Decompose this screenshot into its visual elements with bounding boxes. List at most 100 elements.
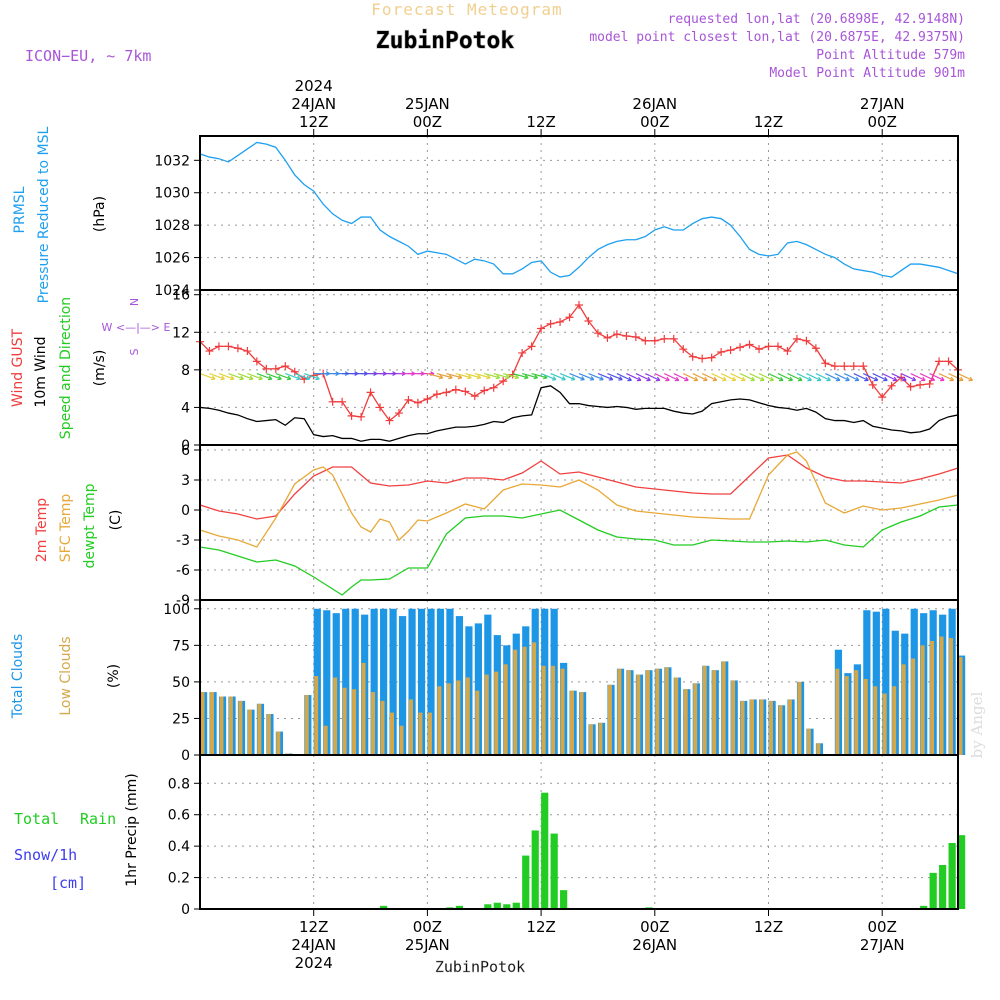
xtick-label-top: 00Z: [413, 113, 442, 131]
bar-low-clouds: [712, 670, 717, 755]
bar-total-clouds: [323, 610, 331, 755]
bar-low-clouds: [863, 678, 868, 755]
cloud-labels: Total Clouds Low Clouds (%): [10, 634, 122, 719]
point-wind-gust: [745, 340, 754, 349]
ytick-label: 0.2: [168, 871, 190, 887]
bar-low-clouds: [683, 689, 688, 755]
wind-arrow: [521, 373, 538, 379]
wind-arrow-head: [703, 376, 708, 382]
wind-arrow-head: [524, 374, 529, 380]
wind-arrow: [474, 373, 491, 379]
wind-arrow-head: [599, 376, 604, 381]
precip-snow-label: Snow/1h: [14, 846, 77, 864]
wind-arrow-head: [589, 376, 595, 381]
bar-low-clouds: [200, 692, 205, 755]
xtick-label-bottom: 25JAN: [405, 936, 450, 954]
point-wind-gust: [773, 342, 782, 351]
xtick-label-top: 24JAN: [291, 95, 336, 113]
bar-low-clouds: [570, 690, 575, 755]
wind-arrow-head: [239, 375, 244, 381]
wind-arrow-head: [816, 376, 822, 382]
bar-low-clouds: [854, 670, 859, 755]
point-wind-gust: [366, 388, 375, 397]
bar-low-clouds: [930, 640, 935, 755]
bar-low-clouds: [958, 657, 963, 755]
xtick-label-bottom: 26JAN: [632, 936, 677, 954]
bar-total-rain: [484, 904, 492, 909]
wind-arrow: [218, 373, 235, 380]
bar-low-clouds: [541, 665, 546, 755]
wind-arrow: [711, 373, 727, 381]
wind-arrow-head: [580, 376, 585, 381]
ytick-label: 0.8: [168, 776, 190, 792]
ytick-label: 6: [181, 443, 190, 459]
xtick-label-bottom: 00Z: [868, 918, 897, 936]
bar-low-clouds: [380, 700, 385, 755]
bar-low-clouds: [456, 680, 461, 755]
point-wind-gust: [916, 380, 925, 389]
point-wind-gust: [347, 411, 356, 420]
wind-arrow: [436, 373, 453, 379]
bar-low-clouds: [579, 692, 584, 755]
wind-arrow-head: [220, 375, 225, 381]
bar-low-clouds: [655, 668, 660, 755]
wind-arrow: [900, 373, 916, 381]
point-wind-gust: [271, 364, 280, 373]
wind-arrow-head: [693, 376, 699, 382]
point-wind-gust: [622, 332, 631, 341]
wind-arrow-head: [627, 376, 632, 382]
wind-arrow-head: [883, 376, 888, 382]
point-wind-gust: [385, 416, 394, 425]
bar-total-clouds: [370, 608, 378, 755]
bar-low-clouds: [797, 681, 802, 755]
point-wind-gust: [840, 362, 849, 371]
bar-low-clouds: [371, 692, 376, 755]
xtick-label-top: 26JAN: [632, 95, 677, 113]
wind-arrow: [294, 373, 310, 380]
point-wind-gust: [556, 317, 565, 326]
ytick-label: 75: [172, 638, 190, 654]
bar-total-rain: [929, 872, 937, 909]
wind-arrow-head: [618, 376, 623, 381]
wind-arrow-head: [570, 376, 576, 381]
bar-low-clouds: [361, 662, 366, 755]
wind-arrow: [266, 373, 282, 380]
point-wind-gust: [935, 357, 944, 366]
point-wind-gust: [679, 345, 688, 354]
wind-arrow: [512, 373, 529, 379]
prmsl-unit-label: (hPa): [92, 196, 108, 232]
wind-arrow: [844, 373, 860, 381]
xtick-label-bottom: 12Z: [754, 918, 783, 936]
bar-total-rain: [512, 902, 520, 909]
ytick-label: 1028: [154, 218, 190, 234]
ytick-label: 4: [181, 400, 190, 416]
point-wind-gust: [906, 382, 915, 391]
bar-low-clouds: [333, 677, 338, 755]
point-wind-gust: [887, 381, 896, 390]
series-sfc-temp: [199, 451, 959, 548]
wind-arrow: [607, 373, 623, 381]
wind-arrow: [796, 373, 812, 381]
wind-arrow: [427, 373, 444, 379]
point-wind-gust: [262, 364, 271, 373]
wind-arrow: [540, 373, 557, 381]
point-wind-gust: [499, 377, 508, 386]
wind-arrow-head: [551, 376, 557, 381]
wind-arrow: [503, 373, 519, 379]
bar-total-rain: [550, 833, 558, 909]
point-wind-gust: [357, 412, 366, 421]
point-wind-gust: [205, 347, 214, 356]
compass-s: S: [128, 348, 141, 355]
bar-low-clouds: [949, 638, 954, 755]
point-wind-gust: [669, 334, 678, 343]
xtick-label-bottom: 27JAN: [860, 936, 905, 954]
ytick-label: 1024: [154, 283, 190, 299]
bar-total-rain: [948, 843, 956, 909]
wind-arrow-head: [892, 376, 898, 382]
bar-low-clouds: [228, 696, 233, 755]
bar-low-clouds: [484, 674, 489, 755]
bar-total-clouds: [389, 608, 397, 755]
wind-arrow-head: [684, 376, 689, 382]
wind-arrow-head: [665, 376, 670, 382]
temp-unit-label: (C): [108, 510, 124, 531]
